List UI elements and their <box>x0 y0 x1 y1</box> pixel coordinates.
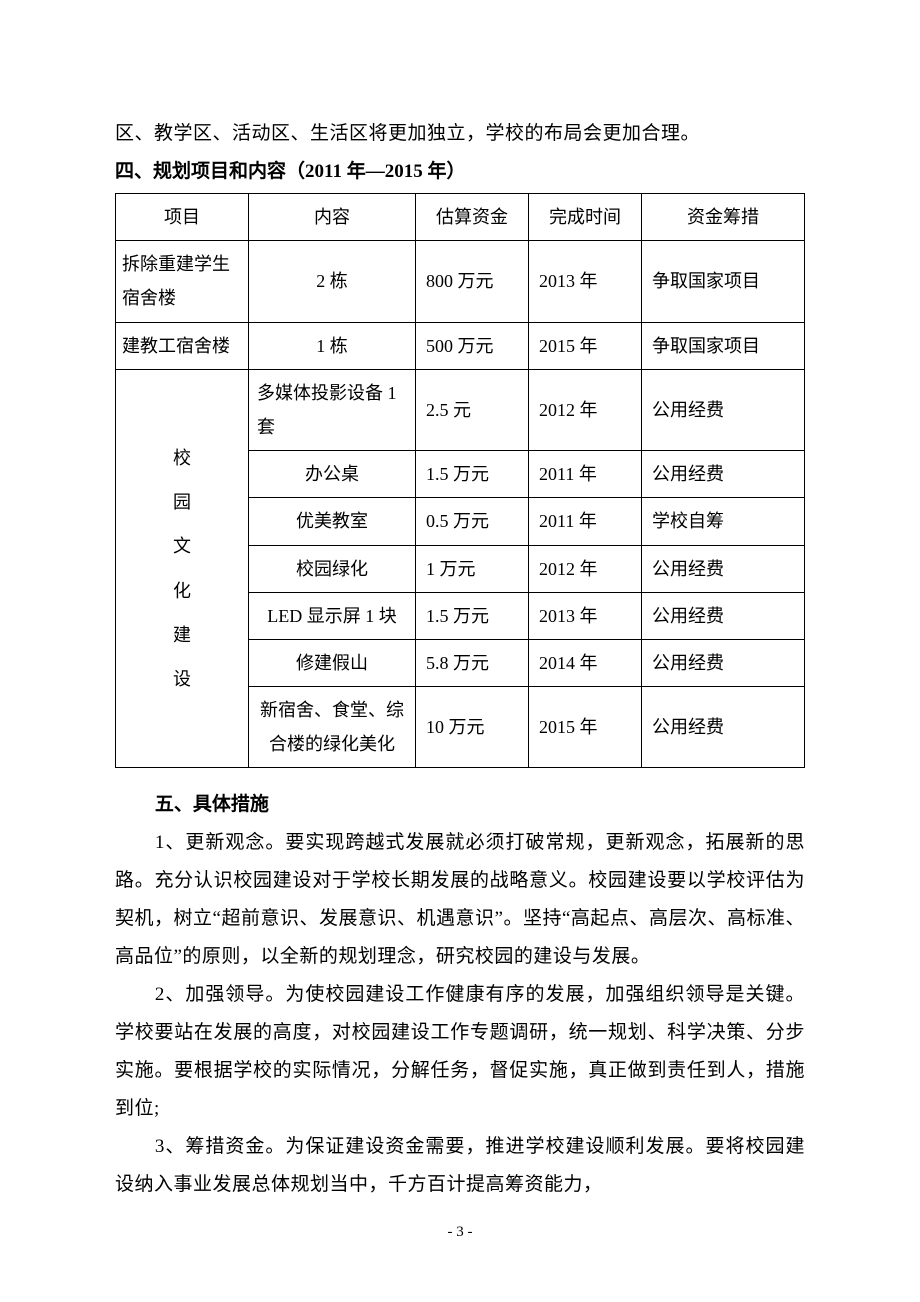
cell-time: 2015 年 <box>529 687 642 768</box>
intro-paragraph: 区、教学区、活动区、生活区将更加独立，学校的布局会更加合理。 <box>115 115 805 153</box>
th-source: 资金筹措 <box>642 194 805 241</box>
cell-source: 争取国家项目 <box>642 241 805 322</box>
table-header-row: 项目 内容 估算资金 完成时间 资金筹措 <box>116 194 805 241</box>
vchar: 建 <box>173 618 191 652</box>
cell-time: 2012 年 <box>529 369 642 450</box>
cell-project: 建教工宿舍楼 <box>116 322 249 369</box>
cell-content: 新宿舍、食堂、综合楼的绿化美化 <box>249 687 416 768</box>
cell-funds: 0.5 万元 <box>416 498 529 545</box>
cell-vertical-label: 校 园 文 化 建 设 <box>116 369 249 768</box>
cell-content: LED 显示屏 1 块 <box>249 592 416 639</box>
document-page: 区、教学区、活动区、生活区将更加独立，学校的布局会更加合理。 四、规划项目和内容… <box>0 0 920 1301</box>
vchar: 园 <box>173 485 191 519</box>
table-row: 拆除重建学生宿舍楼 2 栋 800 万元 2013 年 争取国家项目 <box>116 241 805 322</box>
th-funds: 估算资金 <box>416 194 529 241</box>
cell-content: 办公桌 <box>249 451 416 498</box>
cell-funds: 500 万元 <box>416 322 529 369</box>
cell-time: 2015 年 <box>529 322 642 369</box>
cell-content: 优美教室 <box>249 498 416 545</box>
cell-funds: 5.8 万元 <box>416 639 529 686</box>
paragraph-3: 3、筹措资金。为保证建设资金需要，推进学校建设顺利发展。要将校园建设纳入事业发展… <box>115 1128 805 1204</box>
vchar: 设 <box>173 662 191 696</box>
cell-time: 2012 年 <box>529 545 642 592</box>
section-5-heading: 五、具体措施 <box>115 786 805 824</box>
vchar: 文 <box>173 529 191 563</box>
cell-funds: 1.5 万元 <box>416 451 529 498</box>
cell-time: 2014 年 <box>529 639 642 686</box>
cell-source: 公用经费 <box>642 687 805 768</box>
cell-content: 1 栋 <box>249 322 416 369</box>
th-time: 完成时间 <box>529 194 642 241</box>
th-project: 项目 <box>116 194 249 241</box>
cell-funds: 1.5 万元 <box>416 592 529 639</box>
vchar: 化 <box>173 574 191 608</box>
page-number: - 3 - <box>115 1224 805 1241</box>
cell-time: 2011 年 <box>529 451 642 498</box>
cell-time: 2013 年 <box>529 592 642 639</box>
vertical-label-inner: 校 园 文 化 建 设 <box>120 441 244 696</box>
cell-source: 公用经费 <box>642 369 805 450</box>
cell-time: 2013 年 <box>529 241 642 322</box>
plan-table: 项目 内容 估算资金 完成时间 资金筹措 拆除重建学生宿舍楼 2 栋 800 万… <box>115 193 805 768</box>
cell-source: 公用经费 <box>642 639 805 686</box>
cell-source: 公用经费 <box>642 592 805 639</box>
cell-funds: 1 万元 <box>416 545 529 592</box>
cell-content: 2 栋 <box>249 241 416 322</box>
cell-project: 拆除重建学生宿舍楼 <box>116 241 249 322</box>
cell-source: 公用经费 <box>642 451 805 498</box>
cell-time: 2011 年 <box>529 498 642 545</box>
th-content: 内容 <box>249 194 416 241</box>
cell-funds: 800 万元 <box>416 241 529 322</box>
vchar: 校 <box>173 441 191 475</box>
cell-funds: 2.5 元 <box>416 369 529 450</box>
table-row: 校 园 文 化 建 设 多媒体投影设备 1套 2.5 元 2012 年 公用经费 <box>116 369 805 450</box>
cell-funds: 10 万元 <box>416 687 529 768</box>
cell-source: 学校自筹 <box>642 498 805 545</box>
cell-content: 校园绿化 <box>249 545 416 592</box>
cell-source: 争取国家项目 <box>642 322 805 369</box>
table-row: 建教工宿舍楼 1 栋 500 万元 2015 年 争取国家项目 <box>116 322 805 369</box>
cell-content: 修建假山 <box>249 639 416 686</box>
paragraph-2: 2、加强领导。为使校园建设工作健康有序的发展，加强组织领导是关键。学校要站在发展… <box>115 976 805 1128</box>
cell-content: 多媒体投影设备 1套 <box>249 369 416 450</box>
cell-source: 公用经费 <box>642 545 805 592</box>
section-4-heading: 四、规划项目和内容（2011 年—2015 年） <box>115 153 805 191</box>
paragraph-1: 1、更新观念。要实现跨越式发展就必须打破常规，更新观念，拓展新的思路。充分认识校… <box>115 824 805 976</box>
